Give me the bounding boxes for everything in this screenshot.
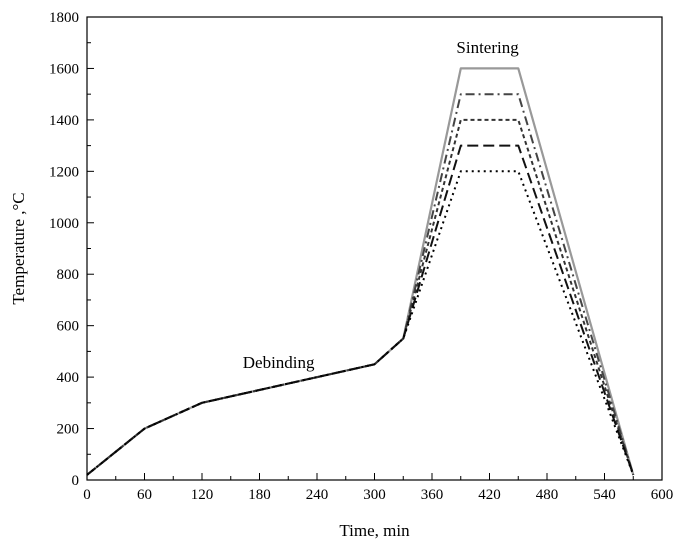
y-tick-label-5: 1000 — [49, 216, 79, 232]
plot-frame — [86, 16, 663, 481]
x-tick-label-5: 300 — [363, 487, 386, 503]
ticks-layer: 0 60 120 180 240 300 360 420 480 540 600 0 200 400 600… — [49, 10, 673, 503]
y-tick-label-4: 800 — [57, 267, 80, 283]
annotation-layer: Sintering Debinding — [243, 38, 519, 372]
y-tick-label-0: 0 — [72, 473, 80, 489]
y-tick-label-9: 1800 — [49, 10, 79, 26]
x-tick-label-10: 600 — [651, 487, 674, 503]
annotation-sintering: Sintering — [456, 38, 519, 57]
y-tick-label-7: 1400 — [49, 113, 79, 129]
y-tick-label-1: 200 — [57, 422, 80, 438]
series-line-4 — [86, 170, 635, 476]
x-tick-label-6: 360 — [421, 487, 444, 503]
x-tick-label-4: 240 — [306, 487, 329, 503]
series-line-2 — [86, 118, 635, 476]
y-tick-label-2: 400 — [57, 370, 80, 386]
y-tick-label-6: 1200 — [49, 164, 79, 180]
series-layer — [86, 67, 635, 476]
annotation-debinding: Debinding — [243, 353, 315, 372]
y-tick-label-3: 600 — [57, 319, 80, 335]
x-axis-title: Time, min — [339, 521, 410, 540]
x-tick-label-9: 540 — [593, 487, 616, 503]
x-tick-label-0: 0 — [83, 487, 91, 503]
series-line-0 — [86, 67, 635, 476]
x-tick-label-8: 480 — [536, 487, 559, 503]
x-tick-label-1: 60 — [137, 487, 152, 503]
y-axis-title: Temperature ,°C — [9, 192, 28, 304]
x-tick-label-7: 420 — [478, 487, 501, 503]
y-tick-label-8: 1600 — [49, 61, 79, 77]
x-tick-label-2: 120 — [191, 487, 214, 503]
series-line-3 — [86, 144, 635, 476]
x-tick-label-3: 180 — [248, 487, 271, 503]
